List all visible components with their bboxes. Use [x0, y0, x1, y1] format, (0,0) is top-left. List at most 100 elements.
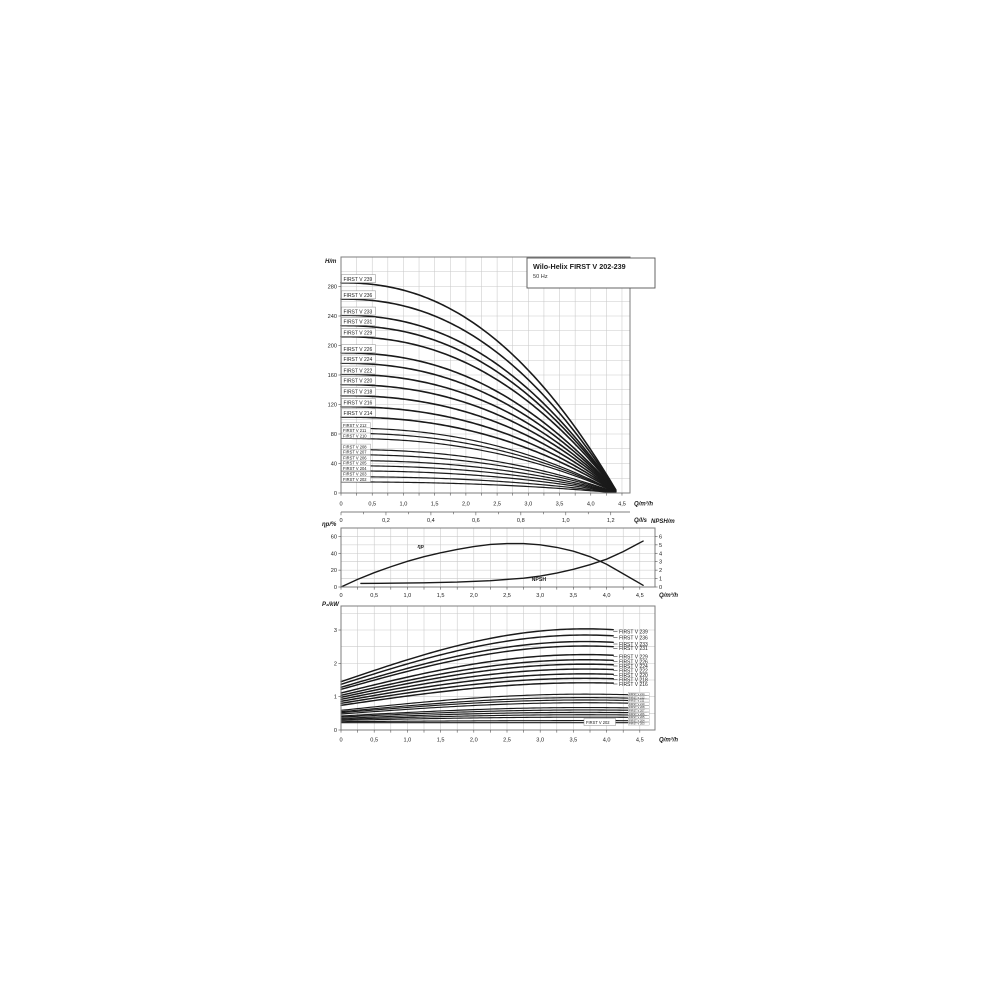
- npsh-y-tick-label: 2: [659, 568, 662, 574]
- eff-y-axis-label: ηp/%: [322, 522, 337, 528]
- curve-label-box: [628, 698, 650, 703]
- eff-x-tick-label: 3,5: [570, 593, 578, 599]
- curve-label-first-v-224: FIRST V 224: [619, 664, 648, 670]
- curve-label-first-v-202-boxed: FIRST V 202: [586, 720, 610, 725]
- curve-first-v-214: [340, 693, 648, 711]
- curve-label-first-v-226: FIRST V 226: [619, 659, 648, 665]
- eff-y-tick-label: 20: [331, 568, 337, 574]
- npsh-y-tick-label: 6: [659, 534, 662, 540]
- curve-label-first-v-210: FIRST V 210: [343, 433, 367, 438]
- curve-first-v-224: [340, 663, 614, 699]
- eff-x-tick-label: 0: [339, 593, 342, 599]
- power-x-tick-label: 4,0: [603, 738, 611, 744]
- y-tick-label: 120: [328, 403, 337, 409]
- power-y-tick-label: 3: [334, 628, 337, 634]
- curve-first-v-211: [340, 699, 648, 714]
- curve-label-box: [341, 274, 376, 283]
- curve-label-box: [341, 465, 371, 472]
- curve-first-v-226: [340, 352, 617, 492]
- chart-subtitle: 50 Hz: [533, 274, 548, 280]
- curve-first-v-206: [340, 711, 648, 719]
- x-tick-label: 0: [339, 502, 342, 508]
- power-y-tick-label: 1: [334, 695, 337, 701]
- curve-first-v-222: [340, 373, 617, 492]
- eff-x-tick-label: 1,5: [437, 593, 445, 599]
- head-x-ticks: 0 0,5 1,0 1,5 2,0 2,5 3,0 3,5 4,0 4,5: [339, 493, 626, 508]
- eff-y-tick-label: 60: [331, 534, 337, 540]
- power-x-tick-label: 1,0: [404, 738, 412, 744]
- chart-title: Wilo-Helix FIRST V 202-239: [533, 262, 626, 271]
- curve-label-box: [341, 432, 371, 439]
- curve-label-box: [628, 692, 650, 696]
- eff-x-tick-label: 0,5: [370, 593, 378, 599]
- curve-label-box: [628, 718, 650, 722]
- curve-label-first-v-224: FIRST V 224: [344, 357, 373, 363]
- curve-first-v-239: [340, 282, 617, 491]
- eff-y-tick-label: 0: [334, 585, 337, 591]
- power-y-axis-label: P₂/kW: [322, 602, 340, 608]
- curve-label-first-v-210: FIRST V 210: [629, 702, 645, 706]
- curve-first-v-226: [340, 659, 614, 697]
- curve-label-first-v-231: FIRST V 231: [344, 320, 373, 326]
- chart-title-box: Wilo-Helix FIRST V 202-239 50 Hz: [526, 257, 656, 289]
- eff-chart-frame: [340, 527, 656, 588]
- curve-first-v-218: [340, 677, 614, 705]
- npsh-y-axis-label: NPSH/m: [651, 519, 675, 525]
- eff-chart-curves: [340, 540, 644, 588]
- power-chart-curves: [340, 628, 648, 724]
- curve-first-v-220: [340, 383, 617, 493]
- curve-label-first-v-220: FIRST V 220: [619, 673, 648, 679]
- curve-first-v-207: [340, 709, 648, 718]
- eff-y-tick-label: 40: [331, 551, 337, 557]
- curve-first-v-208: [340, 706, 648, 717]
- curve-first-v-233: [340, 640, 614, 689]
- curve-label-first-v-206: FIRST V 206: [629, 712, 645, 716]
- curve-label-first-v-205: FIRST V 205: [343, 461, 367, 466]
- x-tick-label: 1,0: [400, 502, 408, 508]
- x-tick-label: 4,0: [587, 502, 595, 508]
- npsh-y-tick-label: 5: [659, 543, 662, 549]
- power-y-tick-label: 0: [334, 728, 337, 734]
- curve-label-first-v-206: FIRST V 206: [343, 455, 367, 460]
- curve-label-box: [341, 317, 376, 326]
- curve-first-v-214: [340, 416, 617, 493]
- power-x-tick-label: 3,0: [536, 738, 544, 744]
- y-tick-label: 40: [331, 462, 337, 468]
- curve-label-box: [341, 354, 376, 364]
- curve-label-first-v-231: FIRST V 231: [619, 646, 648, 652]
- curve-label-first-v-207: FIRST V 207: [629, 709, 645, 713]
- curve-first-v-205: [340, 465, 617, 494]
- y-tick-label: 80: [331, 432, 337, 438]
- curve-label-first-v-212: FIRST V 212: [343, 423, 367, 428]
- power-x-axis-label: Q/m³/h: [659, 737, 678, 744]
- inline-label-npsh: NPSH: [532, 577, 547, 583]
- curve-label-first-v-236: FIRST V 236: [344, 293, 373, 299]
- curve-label-first-v-211: FIRST V 211: [343, 428, 367, 433]
- curve-label-first-v-208: FIRST V 208: [629, 705, 645, 709]
- power-x-tick-label: 0,5: [370, 738, 378, 744]
- curve-label-box: [628, 695, 650, 699]
- curve-first-v-212: [340, 697, 648, 713]
- power-y-tick-label: 2: [334, 661, 337, 667]
- eff-x-tick-label: 3,0: [536, 593, 544, 599]
- curve-first-v-222: [340, 668, 614, 701]
- curve-label-first-v-214: FIRST V 214: [629, 692, 645, 696]
- curve-label-first-v-211: FIRST V 211: [629, 699, 645, 703]
- curve-first-v-207: [340, 454, 617, 494]
- curve-first-v-203: [340, 476, 617, 494]
- ls-tick-label: 1,0: [562, 518, 570, 524]
- curve-label-box: [341, 476, 371, 483]
- power-ticks: 0 1 2 3 0 0,5 1,0 1,5 2,0 2,5 3,0 3,5 4,0 4,5: [334, 628, 644, 743]
- x-tick-label: 0,5: [368, 502, 376, 508]
- curve-first-v-229: [340, 335, 617, 492]
- curve-first-v-204: [340, 470, 617, 494]
- curve-label-first-v-214: FIRST V 214: [344, 411, 373, 417]
- flow-axis-ls: 0 0,2 0,4 0,6 0,8 1,0 1,2: [339, 511, 630, 524]
- power-x-tick-label: 3,5: [570, 738, 578, 744]
- curve-label-first-v-216: FIRST V 216: [344, 401, 373, 407]
- curve-label-first-v-220: FIRST V 220: [344, 379, 373, 385]
- eff-x-tick-label: 4,5: [636, 593, 644, 599]
- npsh-y-tick-label: 3: [659, 560, 662, 566]
